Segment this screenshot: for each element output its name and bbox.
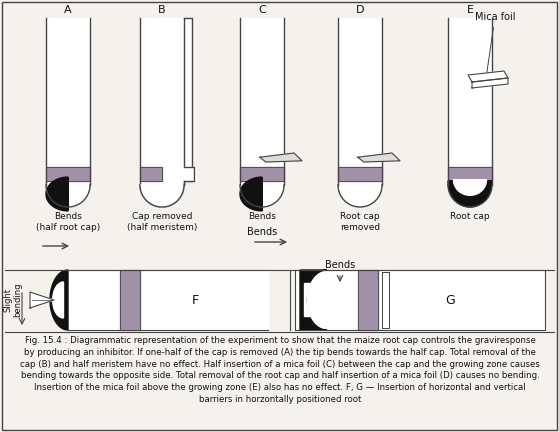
Polygon shape [46,177,68,211]
Polygon shape [183,167,196,181]
Polygon shape [240,185,284,207]
Polygon shape [448,18,492,185]
Polygon shape [358,270,378,330]
Polygon shape [240,177,262,211]
Text: Slight
bending: Slight bending [3,283,23,317]
Polygon shape [448,167,492,181]
Text: Fig. 15.4 : Diagrammatic representation of the experiment to show that the maize: Fig. 15.4 : Diagrammatic representation … [20,336,540,404]
Text: Mica foil: Mica foil [475,12,515,82]
Polygon shape [53,282,64,318]
Text: D: D [356,5,364,15]
Text: G: G [445,293,455,306]
Polygon shape [50,270,68,330]
Text: Root cap
removed: Root cap removed [340,212,380,232]
Text: E: E [467,5,473,15]
Polygon shape [453,180,486,195]
Polygon shape [472,78,508,88]
Text: B: B [158,5,166,15]
Polygon shape [358,153,400,162]
Polygon shape [240,167,284,181]
Polygon shape [305,283,316,317]
Polygon shape [46,18,90,185]
Polygon shape [338,185,382,207]
Polygon shape [46,185,90,207]
Polygon shape [448,181,492,207]
Polygon shape [240,18,284,185]
Text: Bends
(half root cap): Bends (half root cap) [36,212,100,232]
Polygon shape [140,185,184,207]
Text: Bends: Bends [325,260,355,270]
Text: Cap removed
(half meristem): Cap removed (half meristem) [127,212,197,232]
Polygon shape [46,167,90,181]
Polygon shape [338,167,382,181]
Polygon shape [260,153,302,162]
Polygon shape [295,270,545,330]
Polygon shape [68,270,268,330]
Text: F: F [191,293,198,306]
Text: Bends: Bends [247,227,277,237]
Text: Root cap: Root cap [450,212,490,221]
Polygon shape [30,292,54,308]
Polygon shape [468,71,508,82]
Text: C: C [258,5,266,15]
Polygon shape [140,185,184,207]
Polygon shape [338,18,382,185]
Text: A: A [64,5,72,15]
Polygon shape [300,270,327,330]
Polygon shape [382,272,389,328]
Polygon shape [140,18,184,185]
Text: Bends: Bends [248,212,276,221]
Polygon shape [448,185,492,207]
Polygon shape [120,270,140,330]
Polygon shape [140,167,162,181]
Polygon shape [162,18,192,185]
